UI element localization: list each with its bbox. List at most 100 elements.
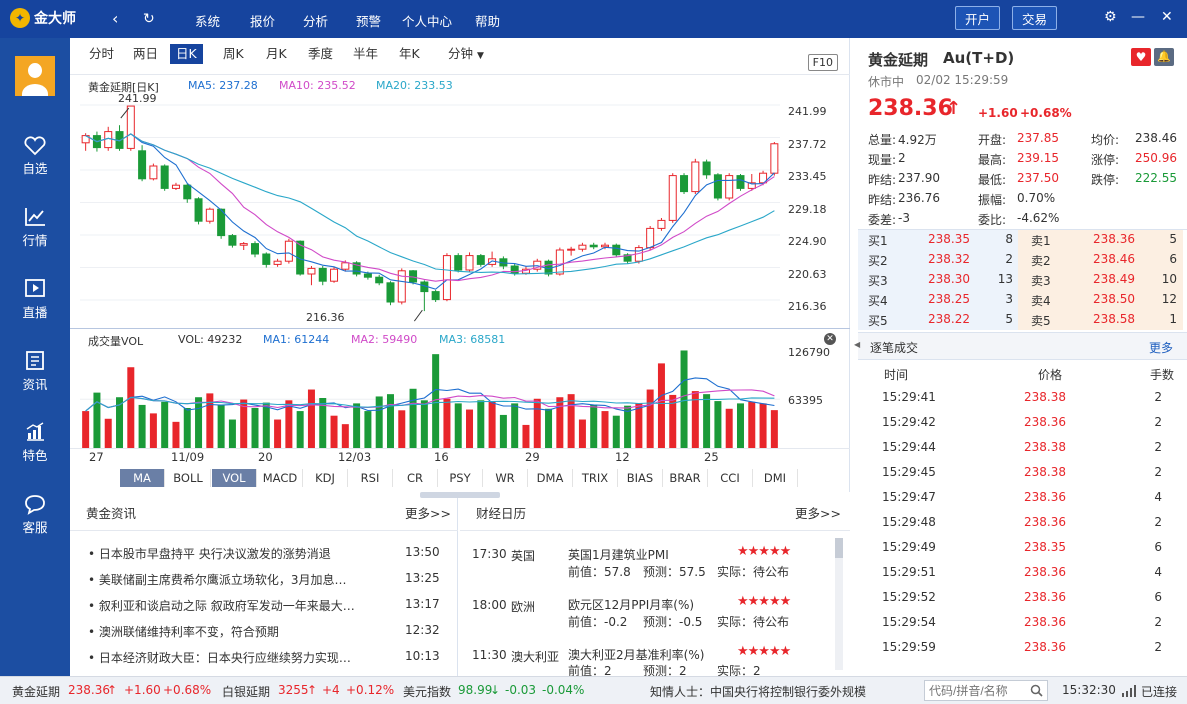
nav-favorites[interactable]: 自选: [0, 136, 70, 177]
tab-monthly[interactable]: 月K: [266, 46, 287, 61]
trade-row[interactable]: 15:29:52 238.36 6: [858, 585, 1187, 610]
candle: [442, 255, 451, 301]
tab-macd[interactable]: MACD: [258, 469, 303, 487]
trade-row[interactable]: 15:29:59 238.36 2: [858, 635, 1187, 660]
f10-button[interactable]: F10: [807, 54, 838, 71]
menu-quote[interactable]: 报价: [250, 14, 276, 29]
tab-rsi[interactable]: RSI: [348, 469, 393, 487]
news-ticker[interactable]: 知情人士：中国央行将控制银行委外规模: [650, 685, 867, 699]
trade-row[interactable]: 15:29:42 238.36 2: [858, 410, 1187, 435]
cal-event[interactable]: 英国1月建筑业PMI: [568, 548, 669, 562]
tab-brar[interactable]: BRAR: [663, 469, 708, 487]
candlestick-chart[interactable]: [80, 94, 780, 326]
trade-row[interactable]: 15:29:45 238.38 2: [858, 460, 1187, 485]
trade-row[interactable]: 15:29:41 238.38 2: [858, 385, 1187, 410]
tab-two-day[interactable]: 两日: [133, 46, 159, 61]
refresh-icon[interactable]: ↻: [143, 11, 155, 27]
favorite-heart-icon[interactable]: ♥: [1131, 48, 1151, 66]
tab-daily[interactable]: 日K: [170, 44, 203, 64]
trade-row[interactable]: 15:29:49 238.35 6: [858, 535, 1187, 560]
search-input[interactable]: [925, 681, 1025, 700]
tab-vol[interactable]: VOL: [212, 469, 257, 487]
trade-row[interactable]: 15:29:51 238.36 4: [858, 560, 1187, 585]
news-item[interactable]: • 美联储副主席费希尔鹰派立场软化，3月加息…: [88, 573, 347, 587]
order-book-row[interactable]: 买3 238.30 13 卖3 238.49 10: [858, 270, 1183, 290]
back-icon[interactable]: ‹: [112, 9, 119, 28]
price-axis-label: 233.45: [788, 170, 827, 183]
order-book-row[interactable]: 买1 238.35 8 卖1 238.36 5: [858, 230, 1183, 250]
trade-row[interactable]: 15:29:48 238.36 2: [858, 510, 1187, 535]
news-item[interactable]: • 澳洲联储维持利率不变，符合预期: [88, 625, 279, 639]
alert-bell-icon[interactable]: 🔔: [1154, 48, 1174, 66]
collapse-arrow-icon[interactable]: ◀: [854, 340, 861, 349]
close-volume-icon[interactable]: ✕: [824, 333, 836, 345]
nav-market-label: 行情: [22, 233, 48, 248]
tab-psy[interactable]: PSY: [438, 469, 483, 487]
order-book-row[interactable]: 买2 238.32 2 卖2 238.46 6: [858, 250, 1183, 270]
news-item[interactable]: • 日本股市早盘持平 央行决议激发的涨势消退: [88, 547, 331, 561]
avatar[interactable]: [15, 56, 55, 96]
minimize-icon[interactable]: —: [1131, 9, 1145, 25]
candle: [386, 282, 395, 303]
tab-cci[interactable]: CCI: [708, 469, 753, 487]
order-book-row[interactable]: 买4 238.25 3 卖4 238.50 12: [858, 290, 1183, 310]
trade-qty: 2: [1154, 390, 1162, 404]
tab-kdj[interactable]: KDJ: [303, 469, 348, 487]
status-gold-name[interactable]: 黄金延期: [12, 685, 61, 699]
nav-live[interactable]: 直播: [0, 278, 70, 321]
tab-trix[interactable]: TRIX: [573, 469, 618, 487]
news-item-time: 13:25: [405, 571, 440, 585]
trade-row[interactable]: 15:29:44 238.38 2: [858, 435, 1187, 460]
trade-row[interactable]: 15:29:54 238.36 2: [858, 610, 1187, 635]
trades-more-link[interactable]: 更多: [1148, 341, 1173, 355]
order-book-row[interactable]: 买5 238.22 5 卖5 238.58 1: [858, 310, 1183, 330]
cal-event[interactable]: 澳大利亚2月基准利率(%): [568, 648, 705, 662]
cal-time: 11:30: [472, 648, 507, 662]
menu-help[interactable]: 帮助: [475, 14, 501, 29]
candle: [273, 260, 282, 265]
news-item[interactable]: • 日本经济财政大臣：日本央行应继续努力实现…: [88, 651, 351, 665]
close-icon[interactable]: ✕: [1161, 9, 1173, 25]
tab-weekly[interactable]: 周K: [223, 46, 244, 61]
ask-label: 卖2: [1031, 254, 1051, 268]
calendar-more-link[interactable]: 更多>>: [795, 506, 841, 521]
news-item[interactable]: • 叙利亚和谈启动之际 叙政府军发动一年来最大…: [88, 599, 355, 613]
field-label: 涨停:: [1091, 153, 1120, 167]
menu-analysis[interactable]: 分析: [303, 14, 329, 29]
settings-icon[interactable]: ⚙: [1104, 9, 1117, 25]
tab-ma[interactable]: MA: [120, 469, 165, 487]
tab-dmi[interactable]: DMI: [753, 469, 798, 487]
tab-cr[interactable]: CR: [393, 469, 438, 487]
menu-system[interactable]: 系统: [195, 14, 221, 29]
trade-time: 15:29:41: [882, 390, 936, 404]
search-icon[interactable]: [1030, 684, 1043, 697]
cal-event[interactable]: 欧元区12月PPI月率(%): [568, 598, 695, 612]
tab-quarter[interactable]: 季度: [308, 46, 334, 61]
status-silver-name[interactable]: 白银延期: [222, 685, 271, 699]
nav-service[interactable]: 客服: [0, 493, 70, 536]
tab-intraday[interactable]: 分时: [89, 46, 115, 61]
trade-row[interactable]: 15:29:47 238.36 4: [858, 485, 1187, 510]
trade-button[interactable]: 交易: [1012, 6, 1057, 30]
tab-boll[interactable]: BOLL: [166, 469, 211, 487]
search-box[interactable]: [924, 680, 1048, 701]
tab-halfyear[interactable]: 半年: [353, 46, 379, 61]
calendar-scrollbar[interactable]: [835, 538, 843, 670]
nav-featured[interactable]: 特色: [0, 421, 70, 464]
splitter-handle[interactable]: [420, 492, 500, 498]
volume-chart[interactable]: [80, 348, 780, 448]
menu-alert[interactable]: 预警: [356, 14, 382, 29]
news-more-link[interactable]: 更多>>: [405, 506, 451, 521]
menu-personal[interactable]: 个人中心: [402, 14, 453, 29]
status-usd-name[interactable]: 美元指数: [403, 685, 452, 699]
open-account-button[interactable]: 开户: [955, 6, 1000, 30]
tab-wr[interactable]: WR: [483, 469, 528, 487]
tab-minute[interactable]: 分钟 ▼: [448, 44, 484, 64]
nav-news[interactable]: 资讯: [0, 350, 70, 393]
tab-dma[interactable]: DMA: [528, 469, 573, 487]
tab-bias[interactable]: BIAS: [618, 469, 663, 487]
candle: [138, 150, 147, 180]
tab-yearly[interactable]: 年K: [399, 46, 420, 61]
nav-market[interactable]: 行情: [0, 206, 70, 249]
trade-time: 15:29:52: [882, 590, 936, 604]
